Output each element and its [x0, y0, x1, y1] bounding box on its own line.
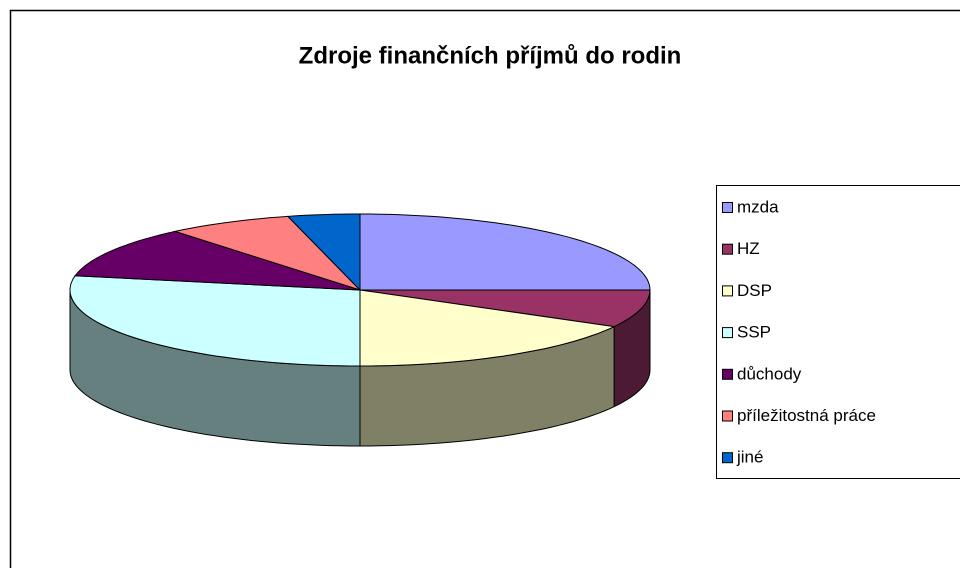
legend-swatch	[723, 203, 733, 213]
legend-swatch	[723, 328, 733, 338]
legend-label: mzda	[737, 197, 779, 216]
legend-label: důchody	[737, 364, 802, 383]
legend-swatch	[723, 244, 733, 254]
legend-swatch	[723, 453, 733, 463]
legend-label: jiné	[736, 448, 763, 467]
legend-label: HZ	[737, 239, 760, 258]
chart-title: Zdroje finančních příjmů do rodin	[299, 42, 682, 69]
legend-label: SSP	[737, 323, 771, 342]
legend-label: DSP	[737, 281, 772, 300]
legend-swatch	[723, 411, 733, 421]
legend-label: příležitostná práce	[737, 406, 876, 425]
legend-swatch	[723, 369, 733, 379]
legend-swatch	[723, 286, 733, 296]
